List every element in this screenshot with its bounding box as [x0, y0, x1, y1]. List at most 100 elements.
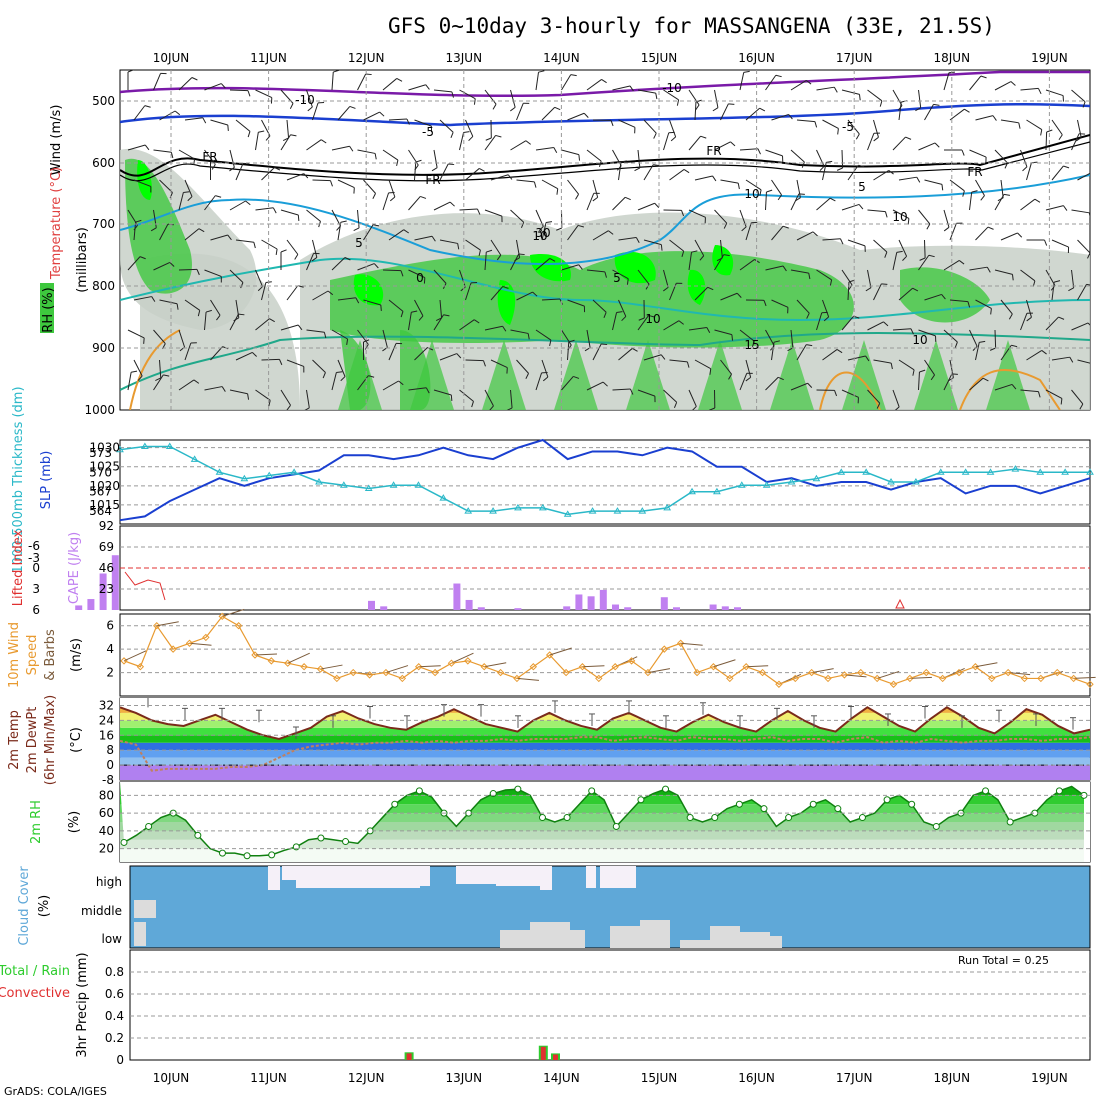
wind-barb-flag: [205, 309, 212, 313]
wind-barb: [510, 329, 529, 334]
wind-barb-flag: [1087, 252, 1090, 259]
wind-barb: [841, 203, 860, 211]
wind-speed-marker: [857, 668, 865, 677]
wind-barb: [924, 104, 934, 121]
wind-barb: [337, 106, 351, 121]
rh-marker: [391, 800, 399, 808]
wind-barb: [229, 269, 244, 283]
wind-barb-flag: [336, 371, 343, 374]
wind-barb: [516, 239, 521, 258]
wind-barb-flag: [933, 103, 940, 106]
wind-barb-flag: [372, 193, 376, 199]
wind-barb-flag: [144, 105, 151, 108]
wind-barb-flag: [686, 361, 690, 368]
wind-barb: [331, 372, 337, 391]
credit: GrADS: COLA/IGES: [4, 1085, 107, 1098]
wind-barb-flag: [766, 189, 773, 193]
wind-barb-flag: [344, 257, 351, 261]
temp-band: [120, 750, 1090, 758]
wind-barb: [1077, 239, 1090, 254]
wind-barb: [261, 358, 280, 361]
wind-barb-flag: [915, 107, 921, 112]
wind-barb-flag: [533, 181, 537, 188]
upper-ylabel-temp: Temperature (°C): [49, 167, 64, 280]
wind-barb-flag: [626, 278, 629, 285]
wind-barb: [841, 315, 854, 331]
wind-barb: [765, 74, 777, 91]
wind-barb-flag: [282, 137, 289, 142]
wind-barb: [949, 359, 954, 378]
day-label-bottom: 17JUN: [836, 1071, 873, 1085]
wind-barb: [873, 239, 888, 253]
wind-barb-flag: [425, 387, 430, 394]
wind-barb-flag: [836, 348, 843, 354]
wind-barb-flag: [709, 407, 716, 410]
wind-barb-flag: [723, 222, 728, 229]
wind-barb: [484, 135, 496, 151]
wind-barb: [822, 119, 839, 129]
cape-bar: [477, 607, 485, 610]
cape-bar: [368, 600, 375, 610]
wind-barb-flag: [135, 219, 142, 223]
wind-barb: [133, 296, 152, 301]
wind-barb: [153, 261, 171, 271]
rh-marker: [735, 800, 743, 808]
wind-barb: [688, 389, 697, 407]
wind-barb: [918, 371, 920, 391]
wind-barb-flag: [759, 189, 762, 196]
wind-barb-10m: [909, 676, 932, 679]
wind-barb-flag: [450, 132, 454, 139]
wind-barb-flag: [1069, 356, 1074, 363]
wind-barb-flag: [420, 195, 427, 199]
rh-bright-area: [712, 245, 734, 276]
day-label-top: 16JUN: [738, 51, 775, 65]
cloud-panel: high middle low Cloud Cover (%): [17, 865, 1091, 949]
wind-barb-flag: [340, 220, 347, 223]
wind-barb: [969, 75, 982, 91]
wind-barb-flag: [865, 355, 870, 362]
wind-barb: [765, 329, 775, 346]
wind-barb-flag: [127, 70, 134, 73]
wind-barb: [714, 329, 733, 336]
ytick-label: 0: [106, 758, 114, 772]
wind-barb-flag: [483, 360, 486, 367]
wind-barb-flag: [418, 315, 424, 321]
wind-barb: [867, 389, 881, 404]
rh-marker: [908, 800, 916, 808]
wind-barb-flag: [396, 159, 399, 167]
wind-barb-flag: [240, 282, 244, 289]
wind-barb-flag: [196, 269, 200, 276]
wind-barb: [235, 163, 244, 181]
wind-barb: [255, 132, 259, 151]
wind-barb-flag: [840, 238, 844, 245]
wind-barb: [816, 86, 835, 91]
wind-barb-flag: [556, 188, 559, 195]
wind-barb-flag: [663, 286, 669, 292]
wind-barb: [765, 265, 784, 271]
wind-barb: [790, 269, 809, 274]
wind-barb: [969, 192, 973, 211]
wind-barb: [1026, 299, 1032, 318]
wind-barb: [1045, 205, 1064, 211]
contour-label: -10: [295, 93, 315, 107]
wind-barb-10m: [287, 652, 310, 664]
wind-barb: [714, 89, 719, 108]
wind-barb-flag: [169, 262, 175, 267]
wind-barb: [388, 343, 397, 361]
wind-barb: [127, 144, 146, 151]
wind-barb: [459, 319, 475, 331]
wind-barb: [153, 149, 172, 153]
ytick-label: 1030: [89, 441, 120, 455]
wind10-panel: 6 4 2 10m Wind Speed & Barbs (m/s): [7, 608, 1096, 697]
wind-barb-flag: [763, 300, 767, 307]
wind-barb-flag: [492, 103, 497, 110]
wind-barb: [388, 179, 396, 198]
wind-barb-flag: [691, 250, 698, 253]
precip-convective-bar: [553, 1054, 558, 1060]
wind-barb: [586, 149, 602, 162]
wind-barb: [204, 312, 207, 331]
wind-barb-flag: [807, 382, 813, 388]
wind-barb: [484, 389, 494, 407]
wind-barb: [184, 117, 203, 121]
